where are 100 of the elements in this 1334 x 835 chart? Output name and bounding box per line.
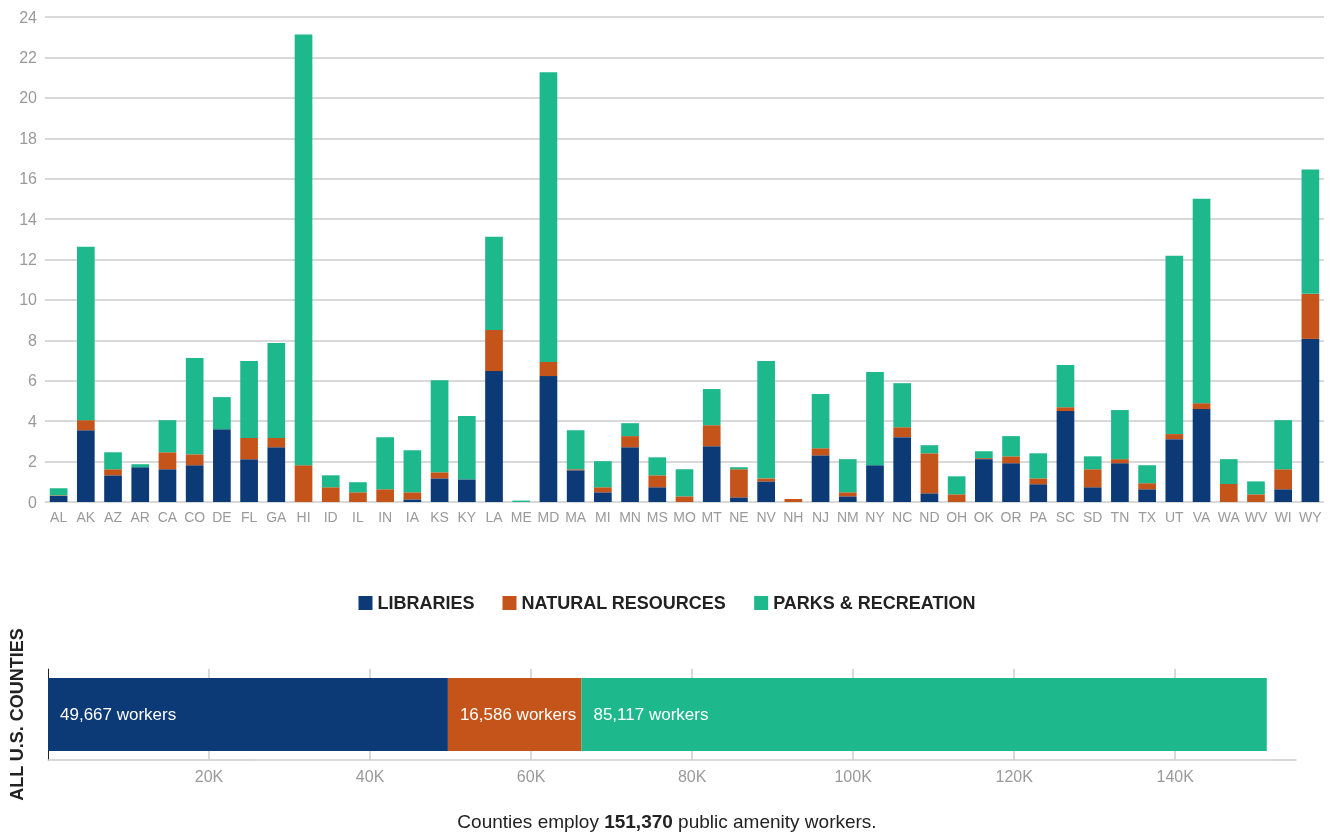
bar [784,498,803,502]
bar [539,72,558,362]
x-tick-label: 120K [995,767,1034,785]
bar [566,430,585,470]
bar [1165,439,1184,502]
legend-label: PARKS & RECREATION [773,593,976,613]
bar [581,678,1267,751]
data-label: 16,586 workers [459,705,577,724]
x-tick-label: WY [1299,509,1323,525]
text: Counties employ 151,370 public amenity workers. [457,811,877,832]
bar [702,425,721,447]
x-tick-label: UT [1164,509,1185,525]
x-tick-label: 20K [194,767,224,785]
bar [1056,407,1075,412]
x-tick-label: TX [1138,509,1157,525]
x-tick-label: HI [296,509,311,525]
bar [267,447,286,502]
bar [594,492,612,502]
bar [621,447,639,502]
x-tick-label: 60K [516,767,546,785]
x-tick-label: MS [646,509,668,525]
bar [648,457,667,476]
bar [131,464,150,468]
bar [838,496,857,502]
bar [1247,481,1265,495]
bar [485,371,503,502]
x-tick-label: MT [701,509,723,525]
bar [447,678,582,751]
y-tick-label: 16 [19,170,38,188]
bar [1029,453,1048,479]
bar [321,475,340,488]
bar [1029,478,1048,485]
x-tick-label: CO [184,509,206,525]
bar [294,34,313,466]
bar [1111,410,1129,460]
bar [1301,169,1320,294]
bar [1192,403,1211,410]
bar [1219,459,1238,485]
bar [376,489,394,502]
bar [975,459,993,502]
x-tick-label: NV [756,509,777,525]
bar [1274,420,1293,470]
bar [594,487,612,493]
x-tick-label: TN [1110,509,1130,525]
bar [730,469,748,498]
x-tick-label: MA [565,509,587,525]
x-tick-label: AK [76,509,96,525]
bar [267,437,286,448]
bar [675,496,694,502]
bar [1192,198,1211,404]
bar [947,476,966,495]
bar [213,429,231,502]
bar [702,389,721,426]
x-tick-label: NJ [812,509,830,525]
y-tick-label: 2 [28,453,38,471]
x-tick-label: KY [457,509,477,525]
bar [893,427,912,438]
bar [920,445,939,454]
bar [76,246,95,421]
y-tick-label: 8 [28,331,38,349]
bar [539,361,558,377]
x-tick-label: CA [157,509,178,525]
bar [49,495,68,502]
x-tick-label: OK [973,509,995,525]
x-tick-label: NE [729,509,749,525]
bar [457,416,476,480]
bar [76,430,95,502]
bar [1056,411,1075,502]
bar [1301,338,1320,502]
bar [1165,434,1184,440]
y-tick-label: 10 [19,291,38,309]
bar [349,482,367,493]
bar [240,360,258,438]
x-tick-label: OR [1000,509,1022,525]
bar [621,423,639,437]
bar [757,478,775,482]
bar [730,497,748,502]
bar [49,488,68,496]
y-tick-label: 12 [19,251,38,268]
bar [457,479,476,502]
bar [648,487,667,502]
x-tick-label: FL [240,509,258,525]
x-tick-label: SD [1082,509,1103,525]
x-tick-label: MO [673,509,696,525]
legend-label: NATURAL RESOURCES [521,593,726,613]
x-tick-label: WV [1244,509,1268,525]
bar [240,459,258,502]
bar [594,461,612,488]
bar [1111,463,1129,502]
x-tick-label: ID [323,509,338,525]
bar [158,469,177,502]
bar [838,459,857,493]
bar [1247,494,1265,502]
y-tick-label: 20 [19,89,38,107]
x-tick-label: IA [405,509,420,525]
bar [975,451,993,459]
bar [811,448,830,456]
bar [76,420,95,431]
y-tick-label: 4 [28,412,38,430]
x-tick-label: AL [50,509,68,525]
